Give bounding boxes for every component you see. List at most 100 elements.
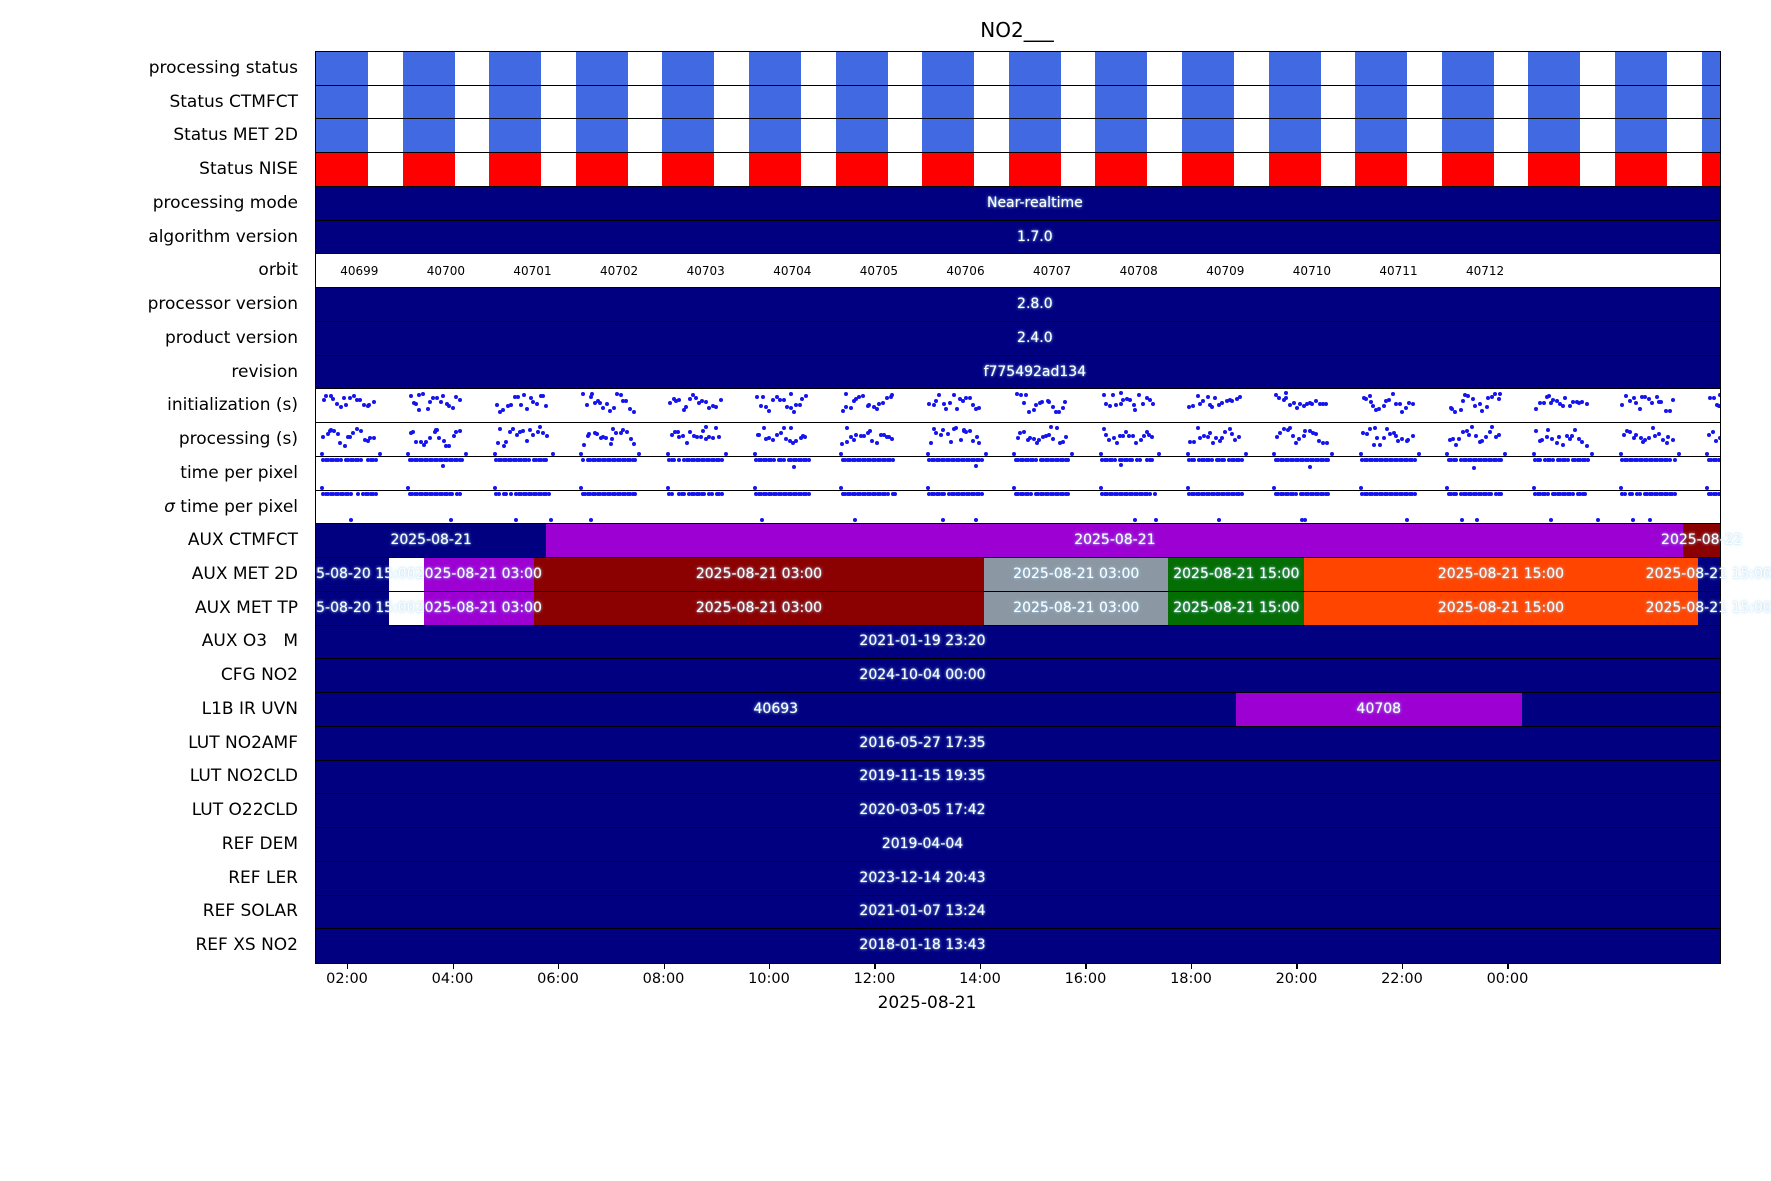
data-point-dot	[1033, 491, 1038, 496]
data-point-dot	[598, 491, 603, 496]
data-point-dot	[1066, 458, 1071, 463]
orbit-number: 40704	[773, 264, 812, 279]
data-point-dot	[804, 491, 808, 496]
data-point-dot	[589, 394, 594, 399]
data-point-dot	[1460, 399, 1465, 404]
timeline-segment	[316, 591, 389, 625]
data-point-dot	[417, 392, 422, 397]
data-point-dot	[932, 491, 937, 496]
data-point-dot	[1367, 491, 1372, 496]
orbit-number: 40705	[859, 264, 898, 279]
data-point-dot	[1120, 398, 1125, 403]
data-point-dot	[432, 430, 437, 435]
data-point-dot	[1298, 491, 1303, 496]
data-point-dot	[514, 432, 519, 437]
data-point-dot	[1585, 458, 1590, 463]
data-point-dot	[1098, 452, 1103, 457]
data-point-dot	[357, 397, 362, 402]
data-point-dot	[1620, 458, 1624, 463]
data-point-dot	[939, 491, 944, 496]
data-point-dot	[1209, 458, 1214, 463]
data-point-dot	[417, 491, 422, 496]
data-point-dot	[1640, 395, 1645, 400]
data-point-dot	[1382, 491, 1387, 496]
data-point-dot	[615, 458, 620, 463]
data-point-dot	[324, 393, 329, 398]
data-point-dot	[789, 406, 794, 411]
data-point-dot	[1301, 433, 1306, 438]
row-cfg-no2	[316, 659, 1720, 694]
data-point-dot	[1563, 458, 1568, 463]
data-point-dot	[1053, 491, 1058, 496]
data-point-dot	[323, 491, 328, 496]
data-point-dot	[365, 438, 370, 443]
data-point-dot	[958, 396, 963, 401]
data-point-dot	[600, 491, 605, 496]
data-point-dot	[1446, 458, 1451, 463]
data-point-dot	[1665, 491, 1669, 496]
orbit-number: 40701	[513, 264, 552, 279]
data-point-dot	[1631, 396, 1636, 401]
data-point-dot	[531, 458, 536, 463]
data-point-dot	[1209, 491, 1214, 496]
data-point-dot	[455, 491, 460, 496]
data-point-dot	[764, 458, 768, 463]
data-point-dot	[706, 406, 711, 411]
data-point-dot	[962, 491, 967, 496]
data-point-dot	[1272, 486, 1277, 491]
data-point-dot	[1550, 398, 1555, 403]
data-point-dot	[1117, 491, 1122, 496]
data-point-dot	[1538, 491, 1543, 496]
data-point-dot	[1048, 491, 1053, 496]
data-point-dot	[1320, 402, 1325, 407]
data-point-dot	[504, 439, 509, 444]
data-point-dot	[1375, 436, 1380, 441]
data-point-dot	[1118, 462, 1123, 467]
data-point-dot	[539, 458, 544, 463]
data-point-dot	[1381, 404, 1386, 409]
data-point-dot	[714, 405, 719, 410]
data-point-dot	[1054, 409, 1059, 414]
data-point-dot	[1187, 491, 1191, 496]
data-point-dot	[1113, 403, 1118, 408]
data-point-dot	[700, 399, 705, 404]
data-point-dot	[406, 452, 411, 457]
data-point-dot	[868, 491, 873, 496]
status-block	[835, 52, 888, 85]
data-point-dot	[1210, 404, 1215, 409]
data-point-dot	[361, 491, 365, 496]
data-point-dot	[1321, 491, 1326, 496]
data-point-dot	[1187, 458, 1191, 463]
data-point-dot	[414, 440, 419, 445]
data-point-dot	[959, 491, 964, 496]
data-point-dot	[1371, 442, 1376, 447]
data-point-dot	[410, 458, 415, 463]
data-point-dot	[1449, 458, 1454, 463]
timeline-segment	[316, 524, 547, 558]
data-point-dot	[1714, 458, 1719, 463]
row-aux-o3-m	[316, 625, 1720, 660]
data-point-dot	[672, 429, 677, 434]
data-point-dot	[1214, 458, 1219, 463]
data-point-dot	[929, 491, 934, 496]
data-point-dot	[589, 517, 594, 522]
data-point-dot	[595, 399, 600, 404]
data-point-dot	[1136, 393, 1141, 398]
data-point-dot	[601, 406, 606, 411]
data-point-dot	[1627, 491, 1632, 496]
data-point-dot	[1207, 431, 1212, 436]
data-point-dot	[878, 432, 883, 437]
data-point-dot	[613, 430, 618, 435]
data-point-dot	[427, 491, 432, 496]
data-point-dot	[346, 434, 351, 439]
scatter-dots	[316, 486, 1720, 524]
data-point-dot	[1494, 491, 1499, 496]
data-point-dot	[377, 452, 382, 457]
data-point-dot	[1107, 458, 1112, 463]
data-point-dot	[941, 428, 946, 433]
data-point-dot	[677, 491, 682, 496]
data-point-dot	[866, 402, 871, 407]
data-point-dot	[1579, 399, 1584, 404]
data-point-dot	[1662, 491, 1667, 496]
data-point-dot	[669, 491, 674, 496]
